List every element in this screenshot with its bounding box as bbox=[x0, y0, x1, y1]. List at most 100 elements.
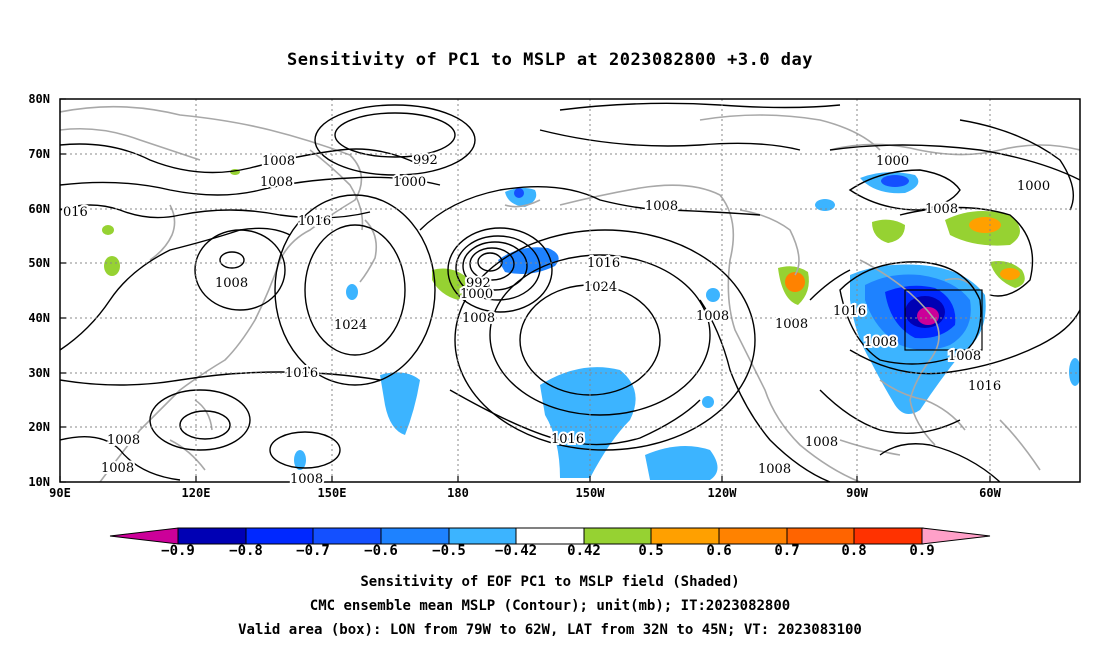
lon-label: 150W bbox=[575, 486, 605, 500]
lon-label: 120W bbox=[707, 486, 737, 500]
contour-label: 1008 bbox=[101, 461, 134, 476]
colorbar-label: −0.5 bbox=[432, 543, 466, 559]
colorbar-label: −0.8 bbox=[229, 543, 263, 559]
caption-shading: Sensitivity of EOF PC1 to MSLP field (Sh… bbox=[360, 574, 740, 590]
contour-label: 1008 bbox=[260, 175, 293, 190]
contour-label: 1016 bbox=[285, 366, 318, 381]
shade-blob bbox=[917, 307, 939, 325]
colorbar-cell bbox=[650, 527, 720, 545]
shade-blob bbox=[706, 288, 720, 302]
lon-label: 180 bbox=[447, 486, 469, 500]
contour-label: 1000 bbox=[393, 175, 426, 190]
shade-blob bbox=[1000, 268, 1020, 280]
plot-title: Sensitivity of PC1 to MSLP at 2023082800… bbox=[286, 50, 813, 70]
colorbar-label: −0.7 bbox=[296, 543, 330, 559]
colorbar-cell bbox=[245, 527, 314, 545]
lon-label: 60W bbox=[979, 486, 1001, 500]
contour-label: 1008 bbox=[696, 309, 729, 324]
contour-label: 1008 bbox=[948, 349, 981, 364]
colorbar-cell bbox=[380, 527, 450, 545]
contour-label: 1008 bbox=[462, 311, 495, 326]
shade-blob bbox=[514, 188, 524, 198]
lat-label: 20N bbox=[28, 420, 50, 434]
lat-label: 80N bbox=[28, 92, 50, 106]
contour-label: 1000 bbox=[1017, 179, 1050, 194]
contour-label: 1000 bbox=[876, 154, 909, 169]
colorbar-cell bbox=[177, 527, 247, 545]
contour-label: 992 bbox=[413, 153, 438, 168]
contour-label: 1008 bbox=[758, 462, 791, 477]
contour-label: 1008 bbox=[775, 317, 808, 332]
lon-label: 150E bbox=[317, 486, 347, 500]
colorbar-label: −0.6 bbox=[364, 543, 398, 559]
shade-blob bbox=[104, 256, 120, 276]
lat-label: 40N bbox=[28, 311, 50, 325]
lat-label: 60N bbox=[28, 202, 50, 216]
shade-blob bbox=[872, 219, 905, 243]
shade-blob bbox=[294, 450, 306, 470]
lon-label: 120E bbox=[181, 486, 211, 500]
colorbar-label: 0.5 bbox=[638, 543, 664, 559]
contour-label: 1008 bbox=[107, 433, 140, 448]
colorbar-cell bbox=[853, 527, 923, 545]
shade-blob bbox=[498, 247, 559, 274]
shade-blob bbox=[815, 199, 835, 211]
colorbar-cell bbox=[312, 527, 382, 545]
colorbar-low-arrow bbox=[109, 527, 179, 545]
contour-label: 1016 bbox=[968, 379, 1001, 394]
colorbar-cell bbox=[448, 527, 517, 545]
caption-valid-area: Valid area (box): LON from 79W to 62W, L… bbox=[238, 622, 862, 638]
colorbar-cell bbox=[718, 527, 788, 545]
mslp-contours bbox=[60, 102, 1080, 482]
gridlines bbox=[60, 99, 1080, 482]
shade-blob bbox=[785, 272, 805, 292]
lat-label: 70N bbox=[28, 147, 50, 161]
contour-label: 1008 bbox=[290, 472, 323, 487]
shade-blob bbox=[1069, 358, 1080, 386]
colorbar-cell bbox=[786, 527, 855, 545]
lat-label: 30N bbox=[28, 366, 50, 380]
shade-blob bbox=[645, 446, 718, 480]
sensitivity-shading bbox=[102, 169, 1080, 480]
shade-blob bbox=[380, 372, 420, 435]
colorbar-label: 0.7 bbox=[774, 543, 800, 559]
colorbar-cell bbox=[515, 527, 585, 545]
lat-label: 50N bbox=[28, 256, 50, 270]
lon-label: 90W bbox=[846, 486, 868, 500]
map-frame bbox=[59, 98, 1081, 483]
contour-label: 1024 bbox=[584, 280, 617, 295]
shade-blob bbox=[102, 225, 114, 235]
contour-label: 1000 bbox=[460, 287, 493, 302]
colorbar bbox=[109, 527, 991, 545]
contour-label: 992 bbox=[466, 276, 491, 291]
shade-blob bbox=[702, 396, 714, 408]
shade-blob bbox=[881, 175, 909, 187]
colorbar-high-arrow bbox=[921, 527, 991, 545]
contour-label: 1016 bbox=[587, 256, 620, 271]
colorbar-label: 0.42 bbox=[567, 543, 601, 559]
contour-label: 1008 bbox=[925, 202, 958, 217]
caption-contour: CMC ensemble mean MSLP (Contour); unit(m… bbox=[309, 598, 791, 614]
contour-label: 1008 bbox=[645, 199, 678, 214]
colorbar-cell bbox=[583, 527, 652, 545]
contour-label: 016 bbox=[63, 205, 88, 220]
axis-ticks bbox=[59, 98, 991, 483]
colorbar-label: 0.8 bbox=[841, 543, 867, 559]
contour-label: 1016 bbox=[833, 304, 866, 319]
colorbar-label: 0.9 bbox=[909, 543, 935, 559]
valid-area-box bbox=[904, 289, 983, 351]
contour-labels: 1008 1008 992 1000 016 1016 1008 1024 99… bbox=[61, 151, 1052, 489]
colorbar-label: −0.9 bbox=[161, 543, 195, 559]
lat-label: 10N bbox=[28, 475, 50, 489]
contour-label: 1024 bbox=[334, 318, 367, 333]
colorbar-label: 0.6 bbox=[706, 543, 732, 559]
shade-blob bbox=[346, 284, 358, 300]
lon-label: 90E bbox=[49, 486, 71, 500]
shade-blob bbox=[540, 367, 636, 478]
contour-label: 1008 bbox=[805, 435, 838, 450]
contour-label: 1016 bbox=[298, 214, 331, 229]
contour-label: 1008 bbox=[262, 154, 295, 169]
contour-label: 1008 bbox=[864, 335, 897, 350]
coastlines bbox=[60, 105, 1080, 482]
